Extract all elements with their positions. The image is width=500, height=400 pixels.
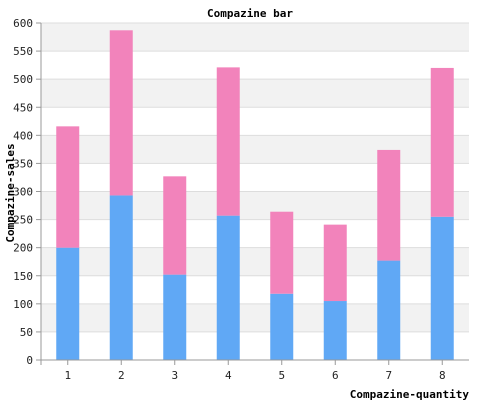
y-tick-label: 150 xyxy=(13,270,33,283)
y-tick-label: 250 xyxy=(13,214,33,227)
x-axis-title: Compazine-quantity xyxy=(350,388,470,400)
y-tick-label: 50 xyxy=(20,326,33,339)
x-tick-label: 2 xyxy=(118,369,125,382)
y-tick-label: 0 xyxy=(26,354,33,367)
y-tick-label: 550 xyxy=(13,45,33,58)
y-tick-label: 500 xyxy=(13,73,33,86)
bar-segment-2 xyxy=(323,224,347,302)
y-tick-label: 200 xyxy=(13,242,33,255)
bar-segment-1 xyxy=(216,215,240,360)
bar-segment-1 xyxy=(430,216,454,360)
y-tick-label: 100 xyxy=(13,298,33,311)
grid-band xyxy=(41,23,469,52)
bar-segment-2 xyxy=(377,149,401,261)
y-tick-label: 350 xyxy=(13,157,33,170)
axes xyxy=(36,22,469,365)
grid-band xyxy=(41,331,469,360)
bar-segment-2 xyxy=(430,67,454,217)
x-tick-label: 1 xyxy=(64,369,71,382)
grid-band xyxy=(41,135,469,164)
grid-band xyxy=(41,247,469,276)
bar-segment-1 xyxy=(377,260,401,360)
bar-segment-1 xyxy=(270,293,294,360)
x-tick-labels: 1 2 3 4 5 6 7 8 xyxy=(64,369,445,382)
bar-segment-2 xyxy=(163,176,187,275)
x-tick-label: 6 xyxy=(332,369,339,382)
grid-band xyxy=(41,303,469,332)
grid-band xyxy=(41,275,469,304)
chart-title: Compazine bar xyxy=(207,7,293,20)
x-tick-label: 3 xyxy=(171,369,178,382)
x-tick-label: 5 xyxy=(278,369,285,382)
bars xyxy=(56,30,454,360)
x-tick-label: 7 xyxy=(385,369,392,382)
grid-band xyxy=(41,219,469,248)
y-axis-title: Compazine-sales xyxy=(4,143,17,242)
y-tick-label: 450 xyxy=(13,101,33,114)
bar-segment-1 xyxy=(323,301,347,360)
bar-segment-1 xyxy=(163,274,187,360)
bar-segment-1 xyxy=(109,195,133,360)
x-tick-label: 8 xyxy=(439,369,446,382)
y-tick-label: 400 xyxy=(13,129,33,142)
bar-segment-2 xyxy=(216,67,240,216)
grid-band xyxy=(41,163,469,192)
x-tick-label: 4 xyxy=(225,369,232,382)
grid-band xyxy=(41,191,469,220)
y-tick-labels: 0 50 100 150 200 250 300 350 400 450 500 550 600 xyxy=(13,17,33,367)
bar-segment-2 xyxy=(270,211,294,294)
grid-band xyxy=(41,79,469,108)
y-tick-label: 600 xyxy=(13,17,33,30)
grid-band xyxy=(41,51,469,80)
bar-segment-2 xyxy=(56,126,80,248)
bar-segment-2 xyxy=(109,30,133,196)
grid-band xyxy=(41,107,469,136)
y-tick-label: 300 xyxy=(13,186,33,199)
bar-segment-1 xyxy=(56,247,80,360)
